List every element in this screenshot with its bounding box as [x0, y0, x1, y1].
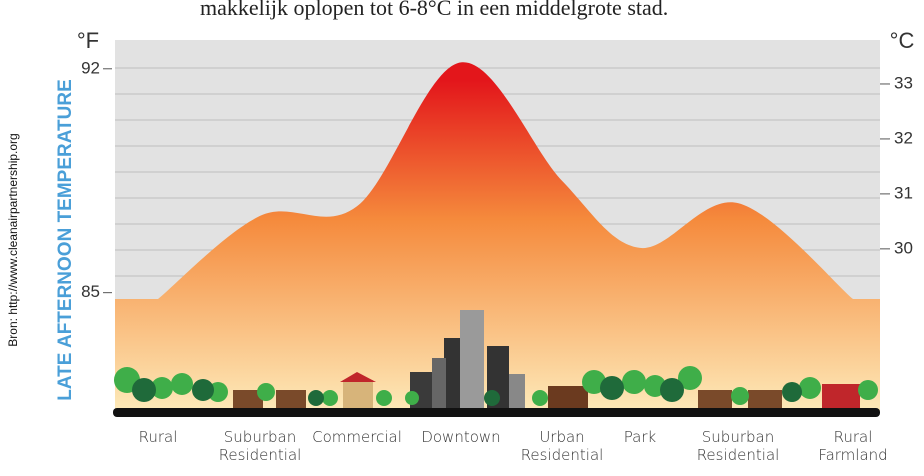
source: Bron: http://www.cleanairpartnership.org — [6, 133, 20, 346]
x-tick-label: Park — [623, 428, 657, 446]
caption: makkelijk oplopen tot 6-8°C in een midde… — [200, 0, 668, 20]
y-axis-label: LATE AFTERNOON TEMPERATURE — [55, 79, 76, 401]
city-silhouette — [114, 310, 878, 408]
x-tick-label: Rural — [138, 428, 178, 446]
x-tick-label: Urban Residential — [520, 428, 604, 464]
x-tick-label: Suburban Residential — [218, 428, 302, 464]
x-tick-label: Commercial — [312, 428, 402, 446]
x-tick-label: Rural Farmland — [818, 428, 888, 464]
x-tick-label: Downtown — [421, 428, 501, 446]
y2-unit: °C — [890, 28, 915, 53]
y2-tick-label: 30 — [894, 238, 913, 257]
y-tick-label: 92 — [81, 58, 100, 77]
y2-tick-label: 33 — [894, 73, 913, 92]
ground — [113, 408, 880, 417]
area-layer — [115, 62, 880, 411]
x-tick-label: Suburban Residential — [696, 428, 780, 464]
y2-tick-label: 31 — [894, 183, 913, 202]
heat-area — [115, 62, 880, 411]
y-unit: °F — [77, 28, 99, 53]
y-tick-label: 85 — [81, 282, 100, 301]
y2-tick-label: 32 — [894, 128, 913, 147]
